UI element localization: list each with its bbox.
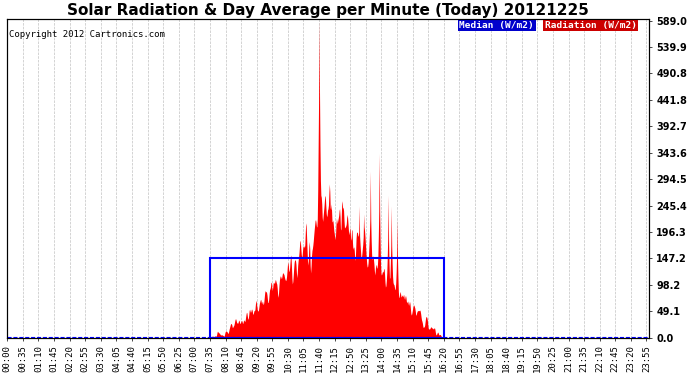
Text: Median (W/m2): Median (W/m2)	[460, 21, 534, 30]
Text: Radiation (W/m2): Radiation (W/m2)	[545, 21, 637, 30]
Text: Copyright 2012 Cartronics.com: Copyright 2012 Cartronics.com	[8, 30, 164, 39]
Bar	[210, 258, 444, 338]
Title: Solar Radiation & Day Average per Minute (Today) 20121225: Solar Radiation & Day Average per Minute…	[67, 3, 589, 18]
